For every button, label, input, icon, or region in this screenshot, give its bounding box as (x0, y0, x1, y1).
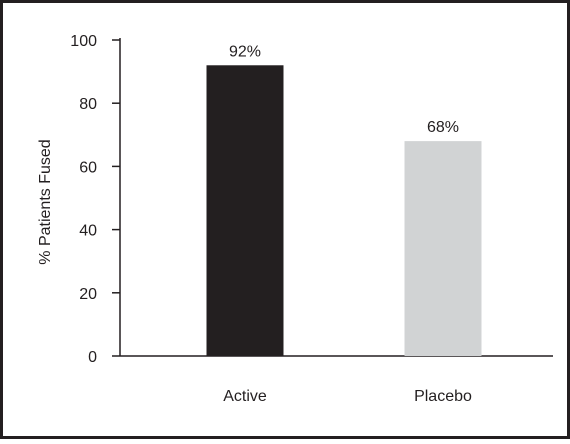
bar-placebo (404, 141, 482, 356)
y-tick-label: 0 (88, 349, 97, 366)
bar-value-label: 68% (427, 119, 459, 136)
y-axis-label: % Patients Fused (37, 139, 54, 264)
x-tick-label: Placebo (414, 388, 472, 405)
bar-active (206, 65, 284, 356)
y-tick-label: 80 (79, 96, 97, 113)
bars (206, 65, 482, 356)
x-tick-labels: Active Placebo (223, 388, 472, 405)
y-ticks: 0 20 40 60 80 100 (70, 33, 120, 366)
y-tick-label: 60 (79, 159, 97, 176)
bar-value-label: 92% (229, 43, 261, 60)
y-tick-label: 20 (79, 286, 97, 303)
bar-value-labels: 92% 68% (229, 43, 459, 136)
y-tick-label: 40 (79, 223, 97, 240)
y-tick-label: 100 (70, 33, 97, 50)
x-tick-label: Active (223, 388, 267, 405)
